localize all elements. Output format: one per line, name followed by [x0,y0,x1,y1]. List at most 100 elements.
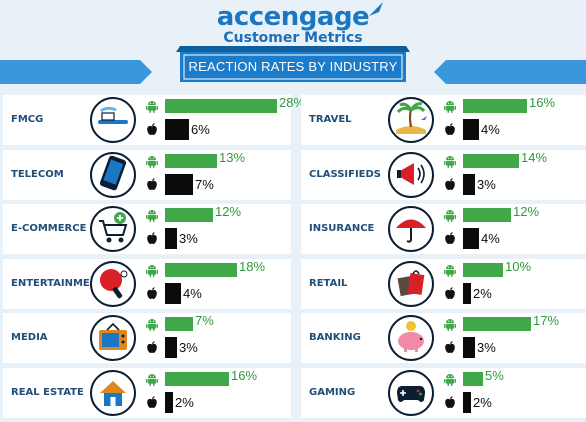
industry-panel: FMCG 28% 6% [3,95,305,145]
apple-value-label: 3% [179,340,198,355]
apple-bar [165,173,193,195]
gamepad-icon [388,369,434,416]
apple-bar [165,119,189,140]
android-value-label: 16% [231,367,258,383]
android-robot-icon [145,372,159,386]
logo-wing-icon [369,2,384,16]
android-value-label: 16% [529,95,556,110]
android-bar [165,99,277,113]
android-robot-icon [443,317,457,331]
android-value-label: 5% [485,367,504,383]
android-bar [165,317,193,331]
android-value-label: 17% [533,313,560,328]
television-icon [90,315,136,361]
industry-panel: INSURANCE 12% 4% [301,204,586,254]
apple-bar [463,228,479,249]
apple-bar [165,282,181,304]
android-value-label: 12% [513,204,540,219]
android-robot-icon [145,317,159,331]
industry-label: REAL ESTATE [11,386,84,398]
apple-logo-icon [443,340,457,354]
ping-pong-icon [90,260,136,307]
industry-label: ENTERTAINMENT [11,277,105,289]
apple-logo-icon [145,340,159,354]
apple-logo-icon [145,122,159,136]
toothbrush-icon [90,97,136,143]
apple-value-label: 4% [481,231,500,246]
smartphone-icon [90,151,136,198]
industry-panel: CLASSIFIEDS 14% 3% [301,149,586,200]
android-robot-icon [145,99,159,113]
android-bar [463,153,519,168]
apple-bar [463,391,471,413]
industry-label: RETAIL [309,277,348,289]
industry-label: GAMING [309,386,356,398]
android-robot-icon [443,372,457,386]
house-icon [90,369,136,416]
apple-logo-icon [443,395,457,409]
android-robot-icon [443,263,457,277]
industry-label: BANKING [309,332,361,343]
android-robot-icon [145,263,159,277]
apple-bar [463,337,475,358]
apple-logo-icon [443,177,457,191]
industry-panel: RETAIL 10% 2% [301,258,586,309]
android-robot-icon [443,208,457,222]
apple-logo-icon [443,231,457,245]
android-value-label: 18% [239,258,266,274]
android-bar [165,371,229,386]
android-value-label: 10% [505,258,532,274]
industry-panel: ENTERTAINMENT 18% 4% [3,258,291,309]
industry-label: INSURANCE [309,223,375,234]
industry-panel: TELECOM 13% 7% [3,149,291,200]
apple-value-label: 2% [473,394,492,410]
android-value-label: 14% [521,149,548,165]
android-robot-icon [443,99,457,113]
apple-bar [463,282,471,304]
android-value-label: 12% [215,204,242,219]
apple-value-label: 4% [481,122,500,137]
apple-bar [165,228,177,249]
android-robot-icon [145,154,159,168]
android-bar [463,371,483,386]
industry-panel: GAMING 5% 2% [301,367,586,418]
umbrella-icon [388,206,434,252]
shopping-cart-icon [90,206,136,252]
apple-value-label: 3% [477,340,496,355]
apple-logo-icon [443,122,457,136]
android-value-label: 13% [219,149,246,165]
industry-panel: MEDIA 7% 3% [3,313,291,363]
accengage-logo: accengage [217,2,384,32]
apple-value-label: 6% [191,122,210,137]
android-bar [463,208,511,222]
industry-label: MEDIA [11,332,48,343]
apple-logo-icon [145,286,159,300]
android-bar [165,262,237,277]
apple-logo-icon [443,286,457,300]
android-value-label: 7% [195,313,214,328]
industry-label: TRAVEL [309,114,352,125]
shopping-bags-icon [388,260,434,307]
apple-value-label: 2% [175,394,194,410]
android-robot-icon [443,154,457,168]
industry-label: E-COMMERCE [11,223,87,234]
industry-panel: REAL ESTATE 16% 2% [3,367,291,418]
apple-value-label: 2% [473,285,492,301]
industry-label: CLASSIFIEDS [309,168,382,180]
android-bar [463,317,531,331]
banner-ribbon [0,46,586,84]
subtitle: Customer Metrics [223,30,363,46]
android-bar [165,208,213,222]
palm-island-icon [388,97,434,143]
android-bar [463,262,503,277]
industry-panel: BANKING 17% 3% [301,313,586,363]
apple-bar [165,337,177,358]
android-robot-icon [145,208,159,222]
apple-value-label: 3% [477,176,496,192]
megaphone-icon [388,151,434,198]
industry-panel: E-COMMERCE 12% 3% [3,204,291,254]
android-value-label: 28% [279,95,306,110]
apple-value-label: 7% [195,176,214,192]
banner-title: REACTION RATES BY INDUSTRY [188,59,398,74]
brand-header: accengage Customer Metrics [0,2,586,46]
